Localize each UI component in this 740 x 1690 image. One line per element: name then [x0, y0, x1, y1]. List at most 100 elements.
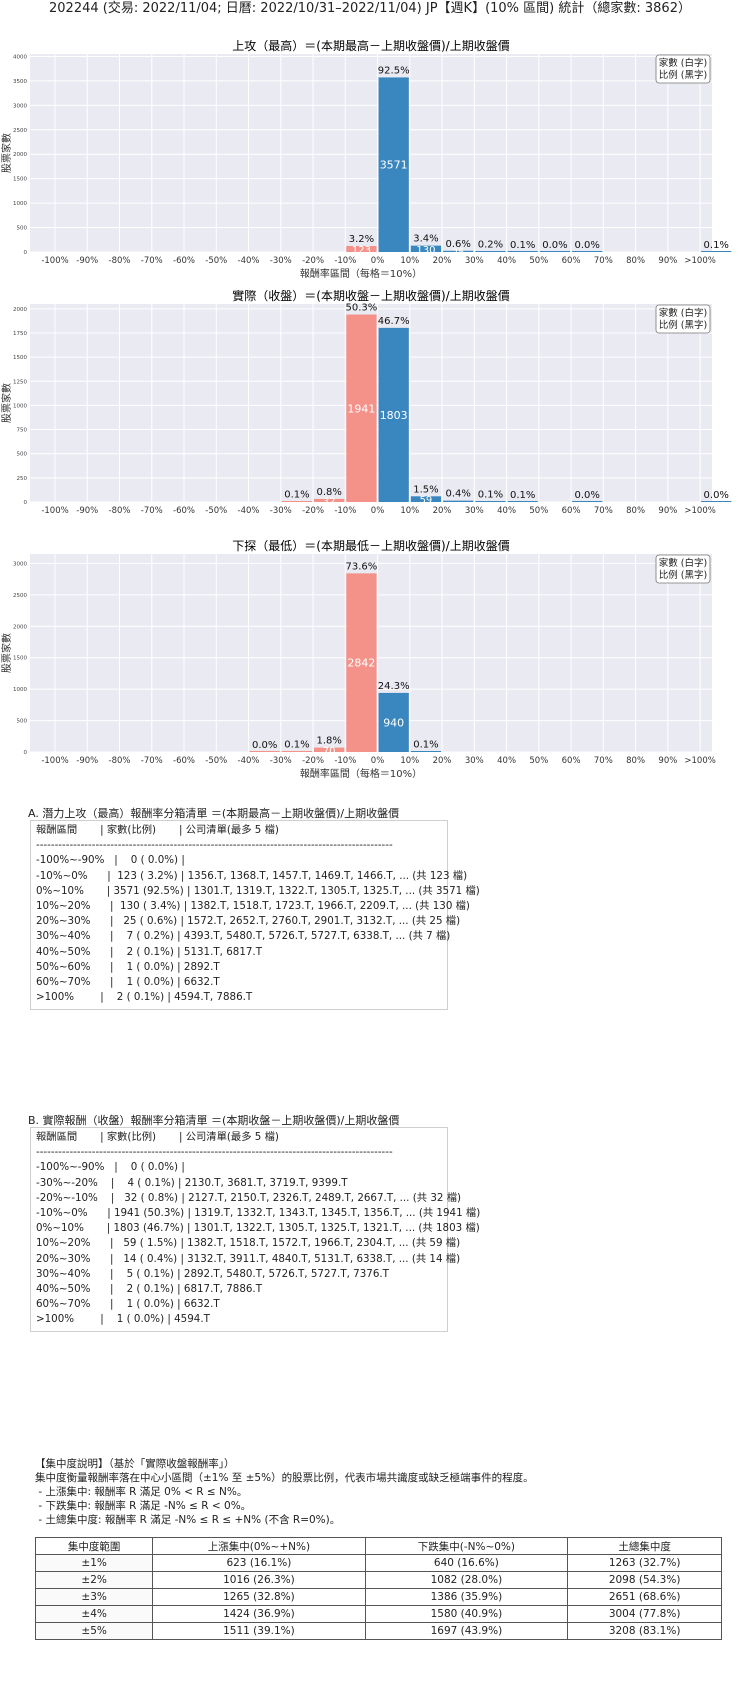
x-tick-label: -10%: [334, 256, 356, 266]
bar-pct-label: 0.1%: [478, 490, 503, 501]
legend-box: [655, 304, 711, 334]
x-tick-label: 50%: [529, 256, 548, 266]
x-tick-label: >100%: [684, 506, 715, 516]
table-header-row: 集中度範圍 上漲集中(0%~+N%) 下跌集中(-N%~0%) 土總集中度: [34, 1537, 722, 1555]
x-tick-label: -90%: [76, 756, 98, 766]
bar: [701, 251, 732, 252]
y-tick-label: 250: [17, 476, 28, 482]
table-cell: 1386 (35.9%): [364, 1588, 569, 1606]
x-tick-label: -30%: [270, 506, 292, 516]
x-tick-label: -30%: [270, 256, 292, 266]
y-tick-label: 0: [24, 500, 28, 506]
x-tick-label: -20%: [302, 756, 324, 766]
y-axis-label: 股票家數: [0, 133, 13, 173]
list-item: -100%~-90% | 0 ( 0.0%) |: [36, 854, 185, 867]
x-tick-label: 80%: [626, 756, 645, 766]
x-tick-label: 90%: [658, 256, 677, 266]
bar-pct-label: 0.0%: [575, 240, 600, 251]
y-tick-label: 2500: [13, 128, 27, 134]
list-item: 50%~60% | 1 ( 0.0%) | 2892.T: [36, 960, 220, 973]
x-tick-label: -100%: [41, 506, 68, 516]
x-tick-label: 50%: [529, 756, 548, 766]
table-cell: 1016 (26.3%): [152, 1571, 366, 1589]
table-cell: ±1%: [34, 1554, 154, 1572]
x-tick-label: 20%: [433, 256, 452, 266]
table-cell: 1697 (43.9%): [364, 1622, 569, 1640]
x-tick-label: 70%: [594, 256, 613, 266]
column-header: 集中度範圍: [34, 1537, 154, 1555]
x-tick-label: -60%: [173, 256, 195, 266]
legend-entry: 家數 (白字): [659, 307, 707, 319]
bar: [475, 501, 506, 502]
x-tick-label: -40%: [238, 506, 260, 516]
bar-pct-label: 0.8%: [316, 487, 341, 498]
x-tick-label: -60%: [173, 506, 195, 516]
bar: [443, 500, 474, 502]
list-item: 60%~70% | 1 ( 0.0%) | 6632.T: [36, 1298, 220, 1311]
y-axis-label: 股票家數: [0, 633, 13, 673]
x-tick-label: 0%: [371, 506, 385, 516]
list-item: -20%~-10% | 32 ( 0.8%) | 2127.T, 2150.T,…: [36, 1191, 462, 1204]
x-tick-label: -80%: [109, 256, 131, 266]
bar-pct-label: 0.1%: [284, 740, 309, 751]
bar: [281, 751, 313, 752]
description-line: - 上漲集中: 報酬率 R 滿足 0% < R ≤ N%。: [35, 1486, 248, 1498]
y-tick-label: 1000: [13, 201, 27, 207]
bar-pct-label: 0.0%: [542, 240, 567, 251]
x-tick-label: 0%: [371, 756, 385, 766]
legend: 家數 (白字)比例 (黑字): [655, 304, 711, 334]
bar-pct-label: 1.8%: [316, 736, 341, 747]
legend-entry: 比例 (黑字): [659, 569, 707, 581]
chart-lower-low: 下探（最低）＝(本期最低－上期收盤價)/上期收盤價 0 500 1000 1500 200…: [0, 540, 716, 780]
bar-count-label: 3571: [380, 159, 408, 172]
x-tick-label: 70%: [594, 756, 613, 766]
table-cell: 1424 (36.9%): [152, 1605, 366, 1623]
x-tick-label: -70%: [141, 756, 163, 766]
legend-box: [655, 54, 711, 84]
bar: [410, 496, 442, 502]
x-tick-label: 30%: [465, 506, 484, 516]
table-cell: ±3%: [34, 1588, 154, 1606]
x-tick-label: -80%: [109, 756, 131, 766]
table-row: ±1% 623 (16.1%) 640 (16.6%) 1263 (32.7%): [34, 1554, 722, 1572]
bar: [346, 573, 377, 752]
table-cell: ±2%: [34, 1571, 154, 1589]
bar-pct-label: 1.5%: [413, 484, 438, 495]
x-tick-label: -20%: [302, 256, 324, 266]
x-tick-label: -50%: [205, 756, 227, 766]
bar-count-label: 25: [452, 247, 465, 258]
list-item: >100% | 1 ( 0.0%) | 4594.T: [36, 1313, 210, 1326]
bar-pct-label: 0.0%: [252, 740, 277, 751]
table-cell: 1263 (32.7%): [567, 1554, 722, 1572]
legend: 家數 (白字)比例 (黑字): [655, 554, 711, 584]
x-tick-label: 30%: [465, 756, 484, 766]
x-axis-label: 報酬率區間（每格＝10%）: [300, 767, 422, 780]
bar: [378, 77, 409, 252]
bar-count-label: 59: [420, 495, 433, 506]
bar-pct-label: 73.6%: [346, 561, 378, 572]
x-tick-label: 60%: [562, 256, 581, 266]
list-item: 60%~70% | 1 ( 0.0%) | 6632.T: [36, 976, 220, 989]
list-item: 20%~30% | 14 ( 0.4%) | 3132.T, 3911.T, 4…: [36, 1252, 461, 1265]
list-item: 0%~10% | 1803 (46.7%) | 1301.T, 1322.T, …: [36, 1222, 480, 1235]
y-tick-label: 3000: [13, 561, 27, 567]
x-tick-label: 10%: [400, 756, 419, 766]
table-row: ±3% 1265 (32.8%) 1386 (35.9%) 2651 (68.6%): [34, 1588, 722, 1606]
x-tick-label: -90%: [76, 506, 98, 516]
concentration-description: 【集中度說明】（基於「實際收盤報酬率」） 集中度衡量報酬率落在中心小區間（±1% …: [35, 1457, 534, 1527]
x-tick-label: -20%: [302, 506, 324, 516]
x-tick-label: 10%: [400, 506, 419, 516]
bar: [346, 245, 377, 252]
section-b-title: B. 實際報酬（收盤）報酬率分箱清單 ＝(本期收盤－上期收盤價)/上期收盤價: [28, 1114, 400, 1127]
x-tick-label: -70%: [141, 506, 163, 516]
x-tick-label: 50%: [529, 506, 548, 516]
table-cell: ±5%: [34, 1622, 154, 1640]
table-cell: 1082 (28.0%): [364, 1571, 569, 1589]
bar-pct-label: 24.3%: [378, 681, 410, 692]
bar-pct-label: 50.3%: [346, 303, 378, 314]
x-tick-label: -50%: [205, 506, 227, 516]
x-tick-label: -10%: [334, 506, 356, 516]
list-item: 10%~20% | 130 ( 3.4%) | 1382.T, 1518.T, …: [36, 900, 470, 913]
plot-area: [30, 54, 712, 252]
y-tick-label: 1750: [13, 331, 27, 337]
